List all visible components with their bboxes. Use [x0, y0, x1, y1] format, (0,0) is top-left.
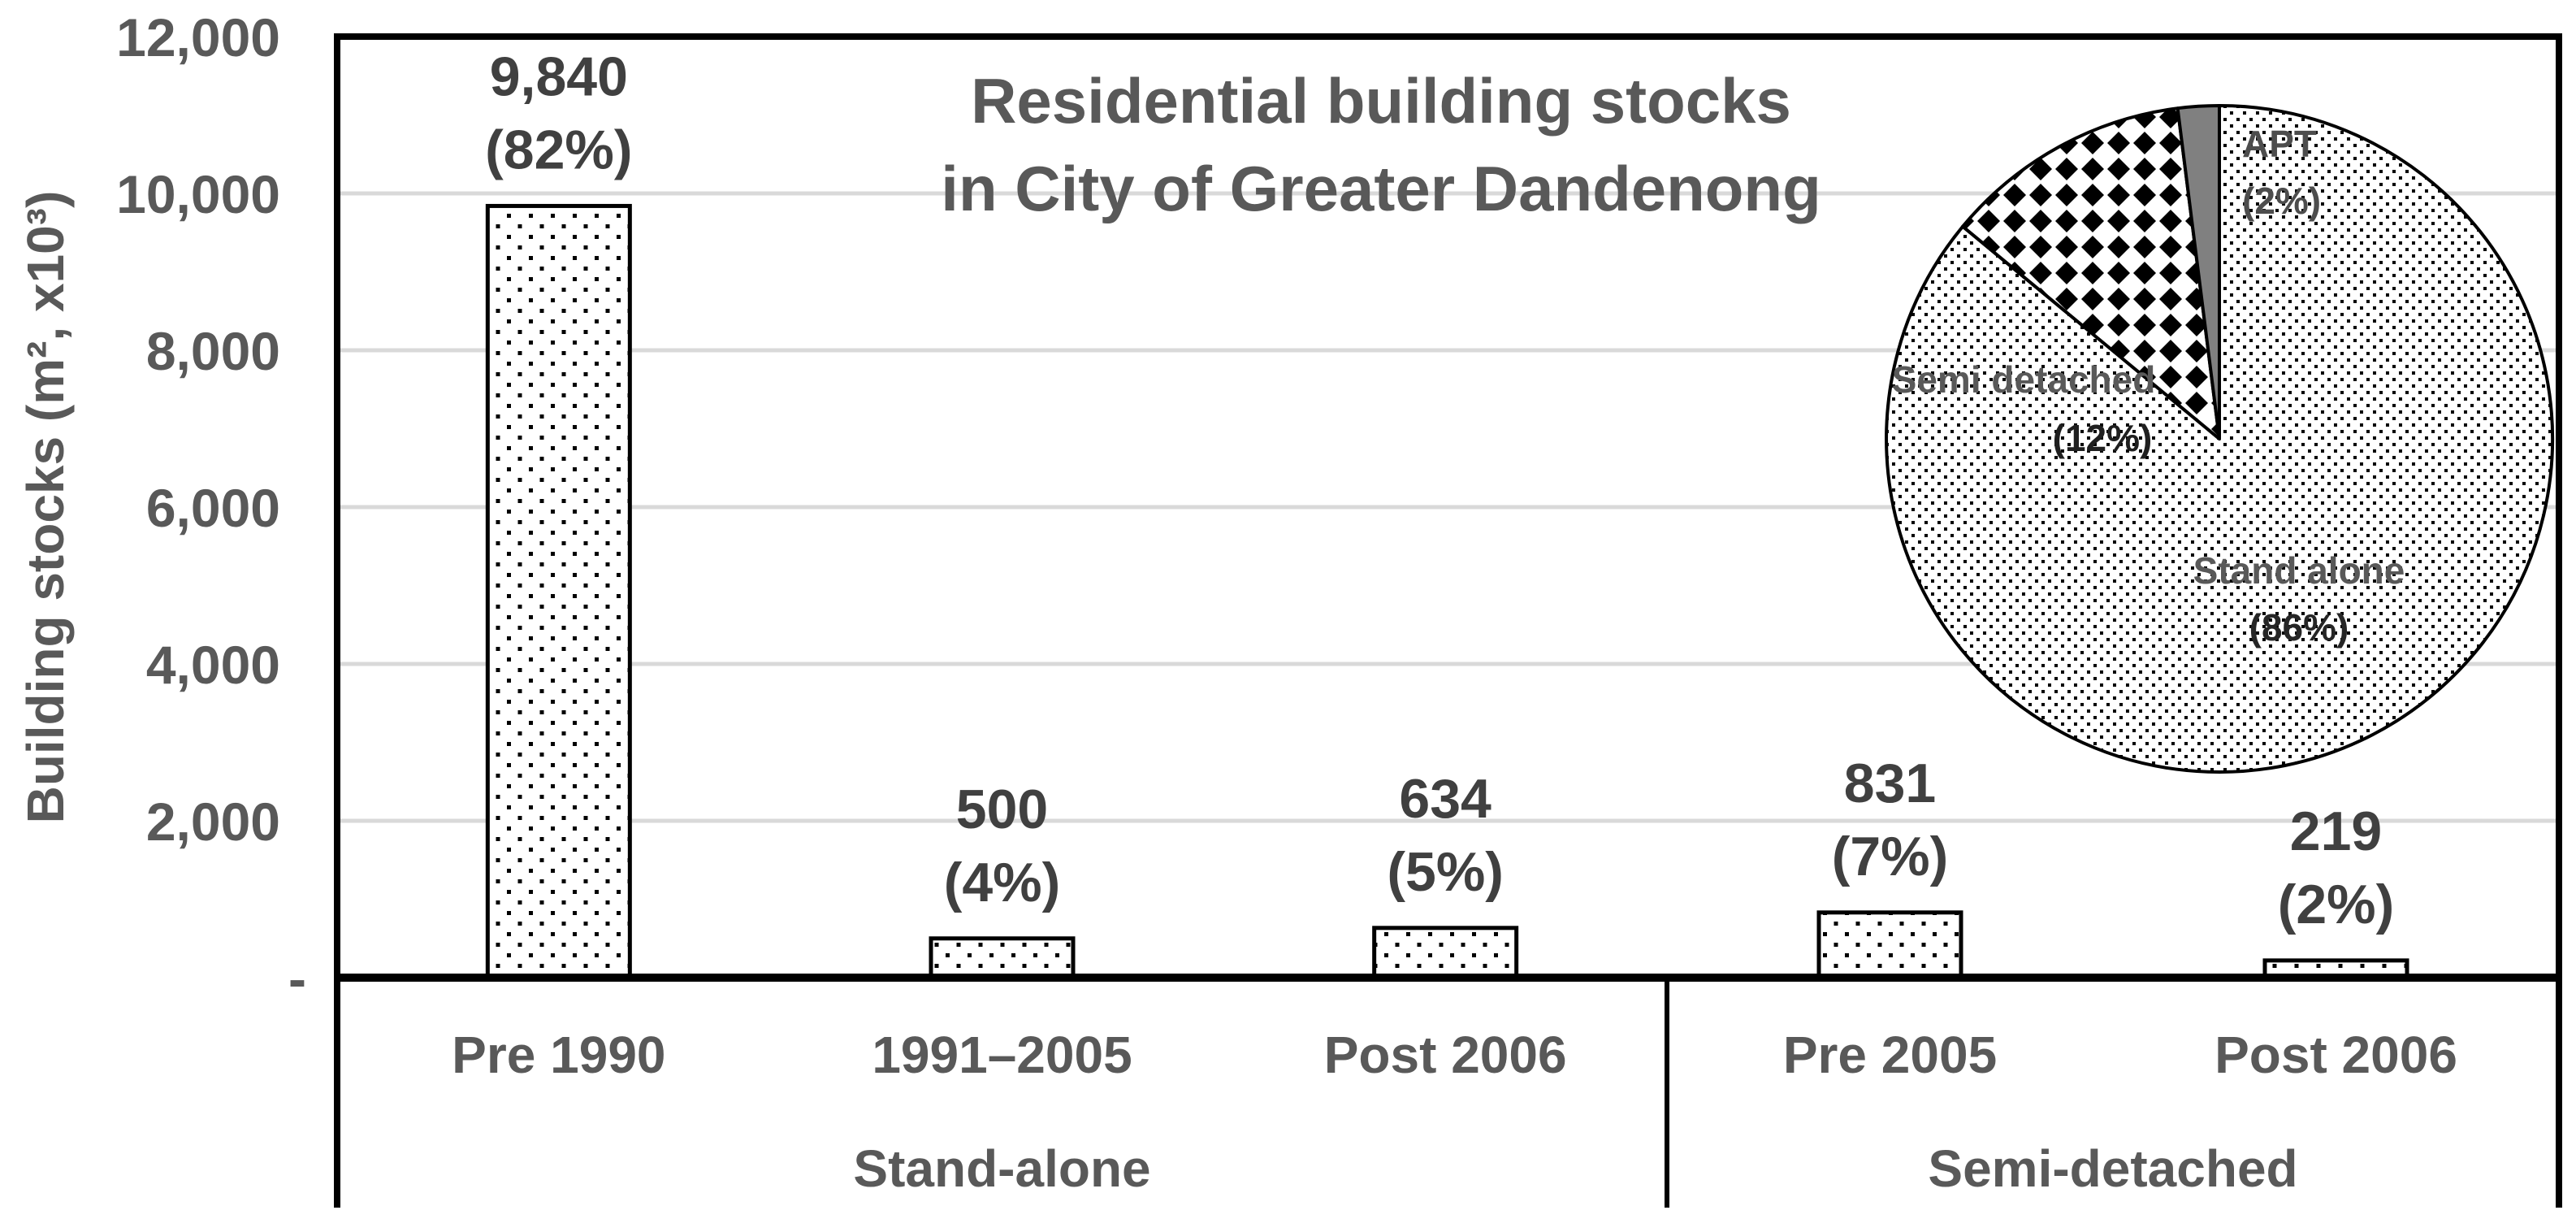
category-label-pre-1990: Pre 1990	[452, 1026, 665, 1084]
axis-tick-labels: 12,000 10,000 8,000 6,000 4,000 2,000 - Pre 199…	[116, 7, 2457, 1198]
y-tick-label-8000: 8,000	[146, 321, 280, 381]
pie-label-stand-alone: Stand alone	[2193, 549, 2405, 592]
bar-percent-label: (5%)	[1387, 841, 1504, 903]
pie-percent-label-stand-alone: (86%)	[2249, 606, 2349, 649]
y-tick-label-4000: 4,000	[146, 635, 280, 695]
group-label-stand-alone: Stand-alone	[853, 1139, 1150, 1198]
bar-percent-label: (4%)	[944, 852, 1061, 913]
chart-titles: Residential building stocks in City of G…	[16, 65, 1821, 823]
chart-title-line2: in City of Greater Dandenong	[941, 153, 1821, 224]
bar-stand-alone-post-2006	[1372, 926, 1519, 980]
bar-value-label: 219	[2290, 800, 2382, 862]
bar-value-label: 9,840	[490, 46, 628, 107]
pie-percent-label-apt: (2%)	[2242, 180, 2321, 222]
pie-slice-semi-detached	[1961, 106, 2221, 440]
y-tick-label-12000: 12,000	[116, 7, 280, 67]
bar-value-label: 500	[956, 779, 1048, 840]
y-tick-label-6000: 6,000	[146, 478, 280, 538]
pie-slice-apt	[2176, 103, 2221, 440]
bar-series: 9,840 (82%) 500 (4%) 634 (5%) 831 (7%) 219 (2%)	[485, 46, 2409, 980]
y-axis-title: Building stocks (m², x10³)	[16, 191, 75, 824]
bar-stand-alone-pre-1990	[485, 203, 632, 980]
axes	[334, 33, 2562, 1208]
bar-semi-detached-pre-2005	[1816, 910, 1963, 980]
category-label-post-2006: Post 2006	[2214, 1026, 2457, 1084]
pie-label-apt: APT	[2242, 123, 2317, 165]
bar-value-label: 634	[1399, 768, 1491, 830]
pie-percent-label-semi-detached: (12%)	[2053, 417, 2153, 459]
group-label-semi-detached: Semi-detached	[1928, 1139, 2297, 1198]
pie-label-semi-detached: Semi detached	[1892, 358, 2156, 401]
category-label-pre-2005: Pre 2005	[1783, 1026, 1997, 1084]
bar-percent-label: (2%)	[2278, 874, 2395, 935]
y-tick-label-2000: 2,000	[146, 792, 280, 852]
bar-percent-label: (7%)	[1832, 826, 1949, 887]
y-tick-label-10000: 10,000	[116, 164, 280, 224]
bar-stand-alone-1991-2005	[929, 936, 1076, 980]
category-label-1991-2005: 1991–2005	[872, 1026, 1132, 1084]
chart-title-line1: Residential building stocks	[971, 65, 1791, 137]
pie-chart: Stand alone (86%) Semi detached (12%) APT (2%…	[1885, 103, 2554, 774]
bar-percent-label: (82%)	[485, 119, 632, 180]
bar-value-label: 831	[1844, 753, 1936, 814]
category-label-post-2006: Post 2006	[1324, 1026, 1567, 1084]
y-tick-label-0: -	[288, 948, 306, 1009]
